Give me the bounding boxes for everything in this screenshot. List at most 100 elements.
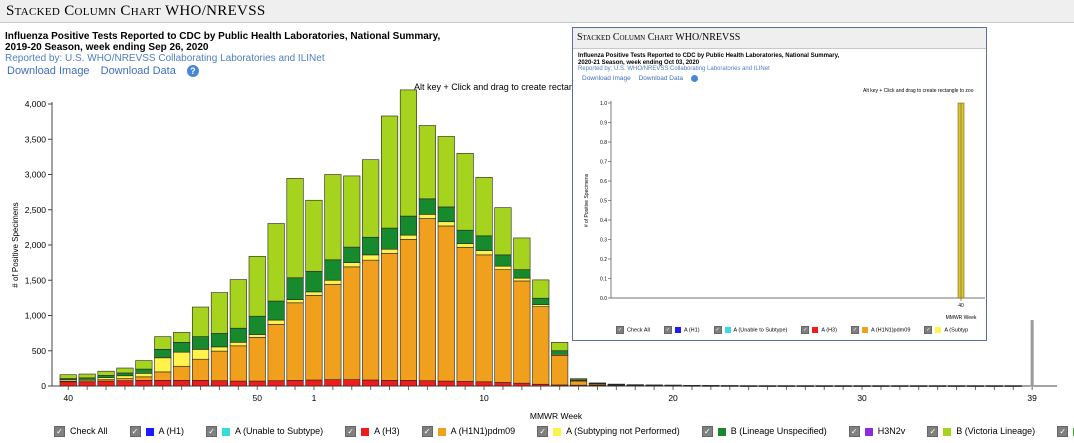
- checkbox-icon[interactable]: ✓: [345, 426, 357, 438]
- popup-legend-item-check-all[interactable]: ✓ Check All: [616, 326, 650, 334]
- checkbox-icon[interactable]: ✓: [927, 426, 939, 438]
- bar-b-victoria-lineage-week-28[interactable]: [815, 385, 833, 387]
- bar-b-lineage-unspecified-week-5[interactable]: [380, 227, 399, 250]
- bar-a-subtyping-not-performed-week-46[interactable]: [173, 351, 191, 367]
- bar-b-victoria-lineage-week-50[interactable]: [248, 255, 266, 317]
- bar-b-lineage-unspecified-week-51[interactable]: [267, 300, 285, 321]
- popup-legend-item-a-subtyp[interactable]: ✓ A (Subtyp: [924, 326, 968, 334]
- bar-b-victoria-lineage-week-12[interactable]: [513, 237, 531, 270]
- popup-legend-item-a-h3[interactable]: ✓ A (H3): [801, 326, 837, 334]
- bar-a-h3-week-49[interactable]: [229, 380, 247, 387]
- bar-b-victoria-lineage-week-23[interactable]: [721, 385, 739, 387]
- bar-b-victoria-lineage-week-30[interactable]: [853, 385, 871, 387]
- legend-item-a-h1[interactable]: ✓ A (H1): [129, 426, 184, 438]
- bar-b-lineage-unspecified-week-52[interactable]: [286, 277, 304, 300]
- popup-legend-item-a-h1[interactable]: ✓ A (H1): [663, 326, 700, 334]
- bar-b-victoria-lineage-week-7[interactable]: [418, 125, 436, 200]
- bar-a-h3-week-11[interactable]: [494, 382, 512, 387]
- bar-b-victoria-lineage-week-24[interactable]: [740, 385, 758, 387]
- bar-b-lineage-unspecified-week-4[interactable]: [362, 236, 380, 256]
- bar-b-victoria-lineage-week-47[interactable]: [192, 306, 210, 337]
- bar-a-subtyping-not-performed-week-52[interactable]: [286, 299, 304, 304]
- bar-a-h1n1-pdm09-week-2[interactable]: [324, 284, 342, 380]
- bar-a-subtyping-not-performed-week-44[interactable]: [135, 373, 153, 378]
- bar-a-h3-week-44[interactable]: [135, 380, 153, 387]
- bar-b-victoria-lineage-week-8[interactable]: [437, 136, 455, 208]
- bar-a-h3-week-50[interactable]: [248, 380, 266, 387]
- bar-b-victoria-lineage-week-11[interactable]: [494, 207, 512, 256]
- bar-a-subtyping-not-performed-week-6[interactable]: [399, 234, 418, 240]
- bar-b-lineage-unspecified-week-1[interactable]: [305, 271, 323, 293]
- checkbox-icon[interactable]: ✓: [713, 326, 722, 334]
- bar-b-lineage-unspecified-week-50[interactable]: [248, 315, 266, 335]
- bar-a-subtyping-not-performed-week-3[interactable]: [343, 262, 361, 268]
- checkbox-icon[interactable]: ✓: [206, 426, 218, 438]
- bar-b-lineage-unspecified-week-42[interactable]: [97, 375, 115, 378]
- bar-b-victoria-lineage-week-2[interactable]: [324, 174, 342, 261]
- bar-b-lineage-unspecified-week-39[interactable]: [1030, 385, 1034, 387]
- bar-b-victoria-lineage-week-34[interactable]: [929, 385, 947, 387]
- legend-item-a-h1n1-pdm09[interactable]: ✓ A (H1N1)pdm09: [421, 426, 515, 438]
- bar-a-h1n1-pdm09-week-12[interactable]: [513, 280, 531, 384]
- bar-b-lineage-unspecified-week-3[interactable]: [343, 246, 361, 263]
- bar-b-lineage-unspecified-week-45[interactable]: [154, 349, 172, 359]
- bar-a-h3-week-3[interactable]: [343, 379, 361, 387]
- bar-a-h1n1-pdm09-week-45[interactable]: [154, 371, 172, 381]
- bar-a-subtyping-not-performed-week-42[interactable]: [97, 377, 115, 380]
- legend-item-b-victoria-lineage[interactable]: ✓ B (Victoria Lineage): [927, 426, 1035, 438]
- bar-a-subtyping-not-performed-week-2[interactable]: [324, 279, 342, 285]
- bar-b-victoria-lineage-week-3[interactable]: [343, 175, 361, 248]
- bar-b-lineage-unspecified-week-46[interactable]: [173, 341, 191, 353]
- bar-b-victoria-lineage-week-18[interactable]: [626, 384, 644, 386]
- bar-b-lineage-unspecified-week-44[interactable]: [135, 368, 153, 374]
- bar-a-subtyping-not-performed-week-9[interactable]: [456, 243, 474, 248]
- checkbox-icon[interactable]: ✓: [54, 426, 65, 438]
- bar-a-h3-week-7[interactable]: [418, 380, 436, 387]
- popup-download-image-link[interactable]: Download Image: [582, 75, 631, 83]
- bar-b-victoria-lineage-week-31[interactable]: [872, 385, 890, 387]
- bar-a-h3-week-5[interactable]: [380, 380, 399, 387]
- bar-a-h3-week-52[interactable]: [286, 380, 304, 387]
- bar-b-victoria-lineage-week-13[interactable]: [532, 279, 550, 299]
- bar-a-h1n1-pdm09-week-15[interactable]: [569, 380, 588, 386]
- bar-b-victoria-lineage-week-44[interactable]: [135, 360, 153, 370]
- bar-a-h1n1-pdm09-week-3[interactable]: [343, 266, 361, 380]
- bar-a-subtyping-not-performed-week-47[interactable]: [192, 349, 210, 360]
- bar-a-h1n1-pdm09-week-43[interactable]: [116, 378, 134, 382]
- popup-download-data-link[interactable]: Download Data: [638, 75, 684, 83]
- bar-b-lineage-unspecified-week-8[interactable]: [437, 206, 455, 223]
- bar-a-h3-week-2[interactable]: [324, 379, 342, 387]
- bar-a-h1n1-pdm09-week-9[interactable]: [456, 247, 474, 382]
- bar-a-subtyping-not-performed-week-49[interactable]: [229, 341, 247, 347]
- popup-help-icon[interactable]: [690, 75, 698, 82]
- legend-item-b-lineage-unspecified[interactable]: ✓ B (Lineage Unspecified): [701, 426, 827, 438]
- bar-a-h1n1-pdm09-week-5[interactable]: [380, 253, 399, 381]
- bar-b-victoria-lineage-week-19[interactable]: [645, 384, 663, 386]
- checkbox-icon[interactable]: ✓: [1057, 426, 1069, 438]
- bar-b-victoria-lineage-week-39[interactable]: [1030, 320, 1034, 386]
- bar-a-h3-week-43[interactable]: [116, 380, 134, 387]
- bar-b-victoria-lineage-week-32[interactable]: [891, 385, 909, 387]
- bar-a-h1n1-pdm09-week-49[interactable]: [229, 345, 247, 382]
- bar-a-h3-week-9[interactable]: [456, 381, 474, 387]
- bar-b-victoria-lineage-week-36[interactable]: [966, 385, 985, 387]
- bar-a-h1n1-pdm09-week-44[interactable]: [135, 376, 153, 381]
- bar-b-victoria-lineage-week-46[interactable]: [173, 332, 191, 343]
- bar-b-victoria-lineage-week-51[interactable]: [267, 223, 285, 302]
- bar-b-victoria-lineage-week-17[interactable]: [607, 383, 625, 385]
- bar-b-victoria-lineage-week-9[interactable]: [456, 153, 474, 231]
- legend-check-all[interactable]: ✓ Check All: [54, 426, 108, 438]
- bar-a-h3-week-4[interactable]: [362, 379, 380, 387]
- bar-a-h3-week-8[interactable]: [437, 380, 455, 387]
- bar-b-victoria-lineage-week-38[interactable]: [1004, 385, 1022, 387]
- bar-a-subtyping-not-performed-week-12[interactable]: [513, 277, 531, 282]
- bar-a-h1n1-pdm09-week-6[interactable]: [399, 239, 418, 381]
- legend-item-a-h3[interactable]: ✓ A (H3): [345, 426, 400, 438]
- bar-a-subtyping-not-performed-week-48[interactable]: [210, 346, 228, 352]
- legend-item-h3n2v[interactable]: ✓ H3N2v: [848, 426, 905, 438]
- bar-a-h1n1-pdm09-week-50[interactable]: [248, 337, 266, 382]
- bar-b-victoria-lineage-week-5[interactable]: [380, 115, 399, 229]
- bar-b-lineage-unspecified-week-2[interactable]: [324, 259, 342, 281]
- checkbox-icon[interactable]: ✓: [924, 326, 933, 334]
- checkbox-icon[interactable]: ✓: [537, 426, 549, 438]
